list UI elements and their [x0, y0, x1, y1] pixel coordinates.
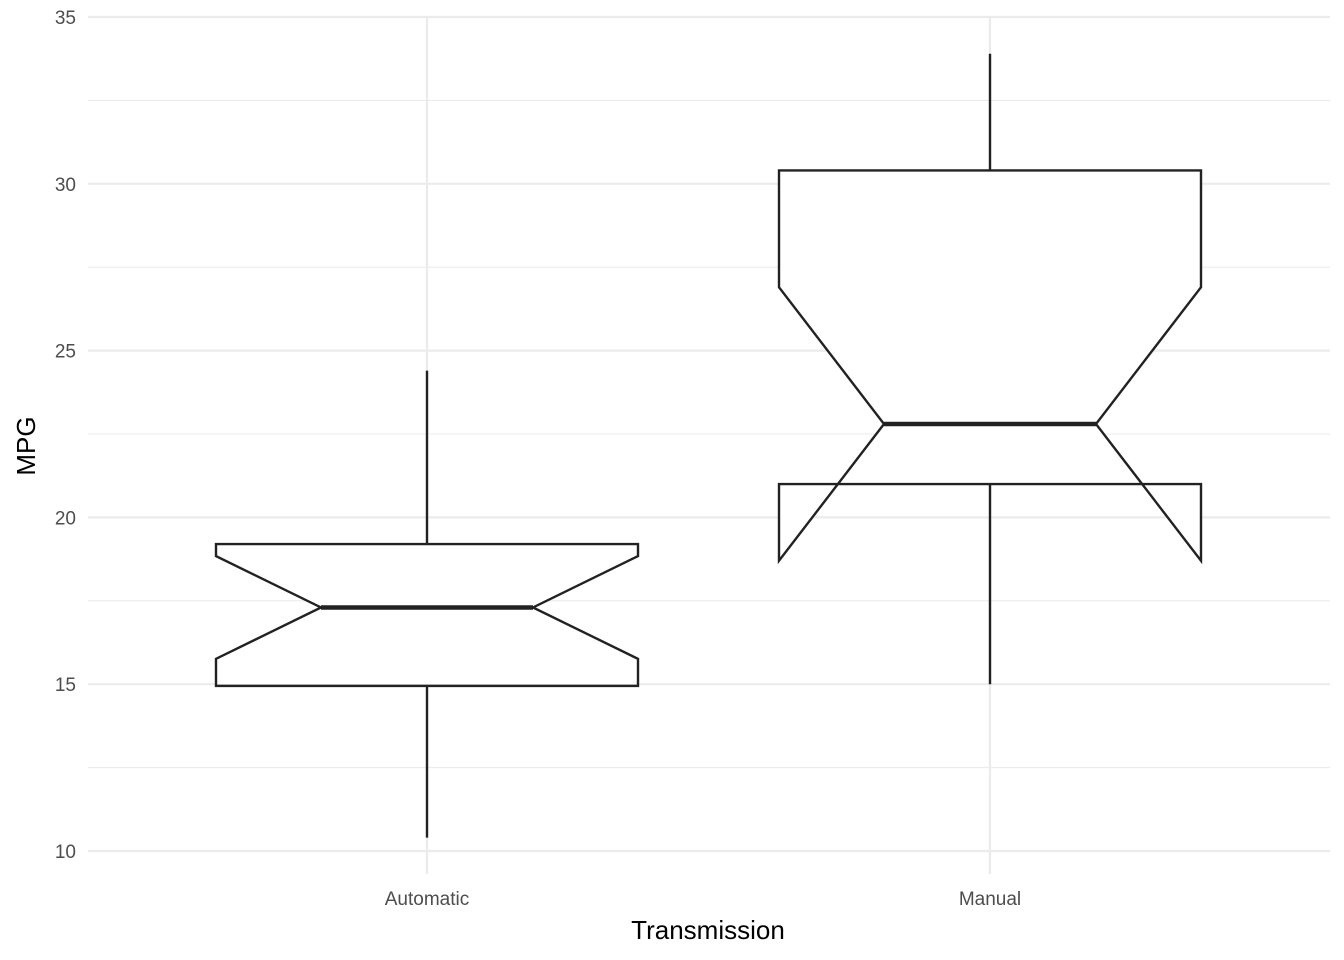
- tick-layer: 10 15 20 25 30 35 Automatic Manual: [55, 8, 1021, 910]
- notched-box: [777, 169, 1203, 565]
- x-tick-label: Automatic: [385, 889, 469, 910]
- box-automatic: [214, 370, 640, 838]
- box-layer: [214, 53, 1203, 838]
- x-tick-label: Manual: [959, 889, 1021, 910]
- y-tick-label: 30: [55, 175, 76, 196]
- notched-box: [214, 542, 640, 688]
- y-tick-label: 35: [55, 8, 76, 29]
- box-manual: [777, 53, 1203, 685]
- x-axis-title: Transmission: [631, 915, 785, 945]
- y-axis-title: MPG: [11, 416, 41, 475]
- y-tick-label: 10: [55, 842, 76, 863]
- y-tick-label: 25: [55, 342, 76, 363]
- y-tick-label: 15: [55, 675, 76, 696]
- grid-layer: [88, 15, 1330, 874]
- y-tick-label: 20: [55, 508, 76, 529]
